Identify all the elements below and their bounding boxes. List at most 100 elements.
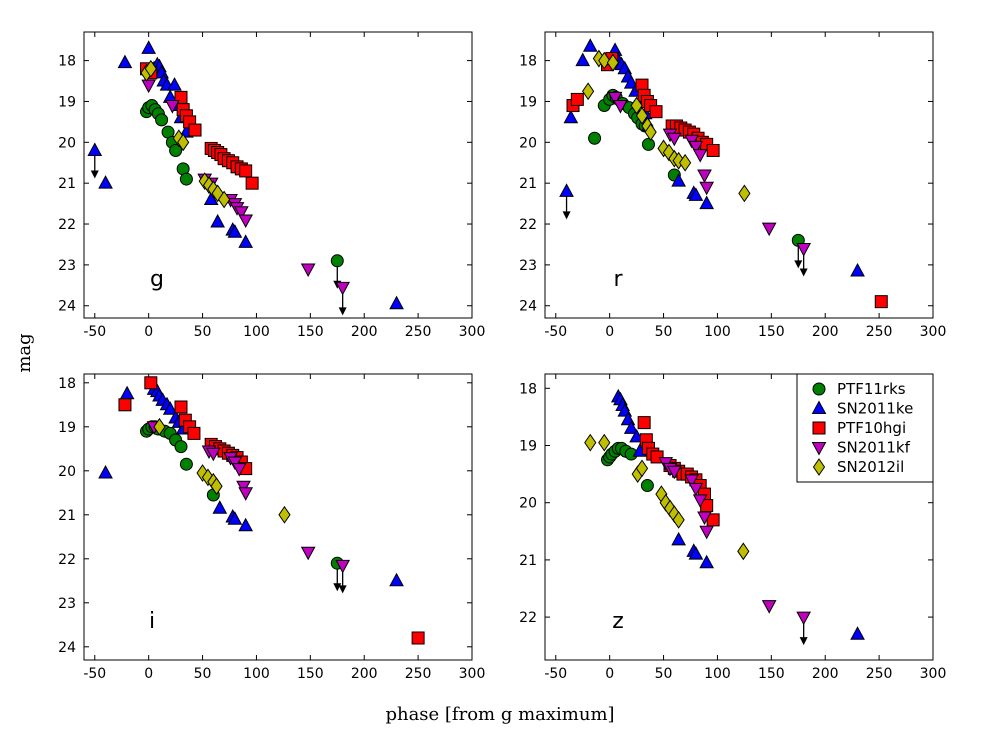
y-tick-label: 21 [58,508,76,524]
series-SN2011ke [87,40,404,310]
legend-marker [812,421,826,435]
data-point [570,92,584,106]
x-tick-label: -50 [83,666,106,682]
y-tick-label: 18 [519,54,537,70]
legend-item-SN2011ke: SN2011ke [811,400,913,418]
x-tick-label: -50 [83,324,106,340]
x-tick-label: 100 [243,666,270,682]
x-tick-label: 100 [243,324,270,340]
upper-limit-arrowhead [333,583,342,592]
data-point [635,459,649,478]
data-point [796,243,812,257]
x-tick-label: 200 [812,666,839,682]
series-SN2012il [140,59,231,209]
data-point [144,59,157,78]
series-SN2011kf [658,457,812,646]
y-tick-label: 24 [519,299,537,315]
data-point [179,457,193,471]
xlabel: phase [from g maximum] [385,704,614,725]
plot-frame [544,31,934,319]
data-point [239,164,253,178]
x-tick-label: 300 [459,666,486,682]
panel-z: -50 0 50 100 150 200 250 300 18 19 20 21 22 z [519,373,946,682]
panel-g: -50 0 50 100 150 200 250 300 18 19 20 21 22 23 24 g [58,31,486,340]
data-point [584,433,597,452]
y-tick-label: 22 [58,552,76,568]
series-SN2011ke [98,381,404,587]
data-point [389,295,404,310]
y-tick-label: 18 [58,54,76,70]
data-point [236,480,251,495]
data-point [389,572,404,587]
data-point [688,187,704,201]
data-point [761,222,777,237]
data-point [697,511,712,526]
data-point [155,113,169,127]
data-point [699,554,715,569]
panel-r: -50 0 50 100 150 200 250 300 18 19 20 21 22 23 24 r [519,31,947,340]
y-tick-label: 22 [519,610,537,626]
band-label: z [612,609,624,634]
legend-item-PTF11rks: PTF11rks [812,380,906,398]
x-tick-label: 250 [866,324,893,340]
x-tick-label: 300 [920,324,947,340]
data-point [300,546,316,561]
data-point [141,79,157,94]
data-point [278,505,291,524]
data-point [165,100,180,114]
data-point [688,482,704,497]
data-point [174,440,188,454]
x-tick-label: 0 [144,666,153,682]
x-tick-label: 300 [459,324,486,340]
data-point [671,173,686,187]
panel-i: -50 0 50 100 150 200 250 300 18 19 20 21 22 23 24 i [58,373,486,682]
data-point [582,38,598,52]
data-point [641,137,655,151]
data-point [238,214,254,228]
x-tick-label: 50 [194,324,212,340]
legend-item-SN2012il: SN2012il [812,458,904,476]
data-point [672,510,685,529]
data-point [738,184,751,203]
data-point [141,40,157,54]
legend-label: PTF11rks [837,380,906,398]
data-point [162,401,178,415]
upper-limit-arrowhead [562,211,571,220]
x-tick-label: 100 [704,324,731,340]
data-point [335,559,351,574]
x-tick-label: 150 [297,666,324,682]
data-point [671,531,686,546]
data-point [559,183,574,197]
data-point [598,433,611,452]
data-point [187,426,201,440]
x-tick-label: 200 [351,666,378,682]
x-tick-label: 250 [405,666,432,682]
plot-frame [83,31,473,319]
data-point [644,123,657,141]
x-tick-label: -50 [544,324,567,340]
data-point [635,106,649,125]
x-tick-label: 250 [405,324,432,340]
data-point [666,132,682,147]
y-tick-label: 18 [58,376,76,392]
data-point [699,181,715,196]
legend-label: PTF10hgi [837,419,906,437]
series-PTF11rks [588,88,805,269]
data-point [167,77,182,91]
series-PTF11rks [140,99,344,289]
data-point [411,631,425,645]
x-tick-label: 50 [655,666,673,682]
data-point [737,542,750,561]
upper-limit-arrowhead [90,170,99,179]
data-point [706,143,720,157]
plot-frame [544,373,934,661]
series-SN2011kf [607,91,812,277]
data-point [563,109,579,124]
data-point [613,100,628,114]
y-tick-label: 22 [58,217,76,233]
legend-marker [812,382,826,396]
x-tick-label: 50 [655,324,673,340]
data-point [335,281,351,296]
